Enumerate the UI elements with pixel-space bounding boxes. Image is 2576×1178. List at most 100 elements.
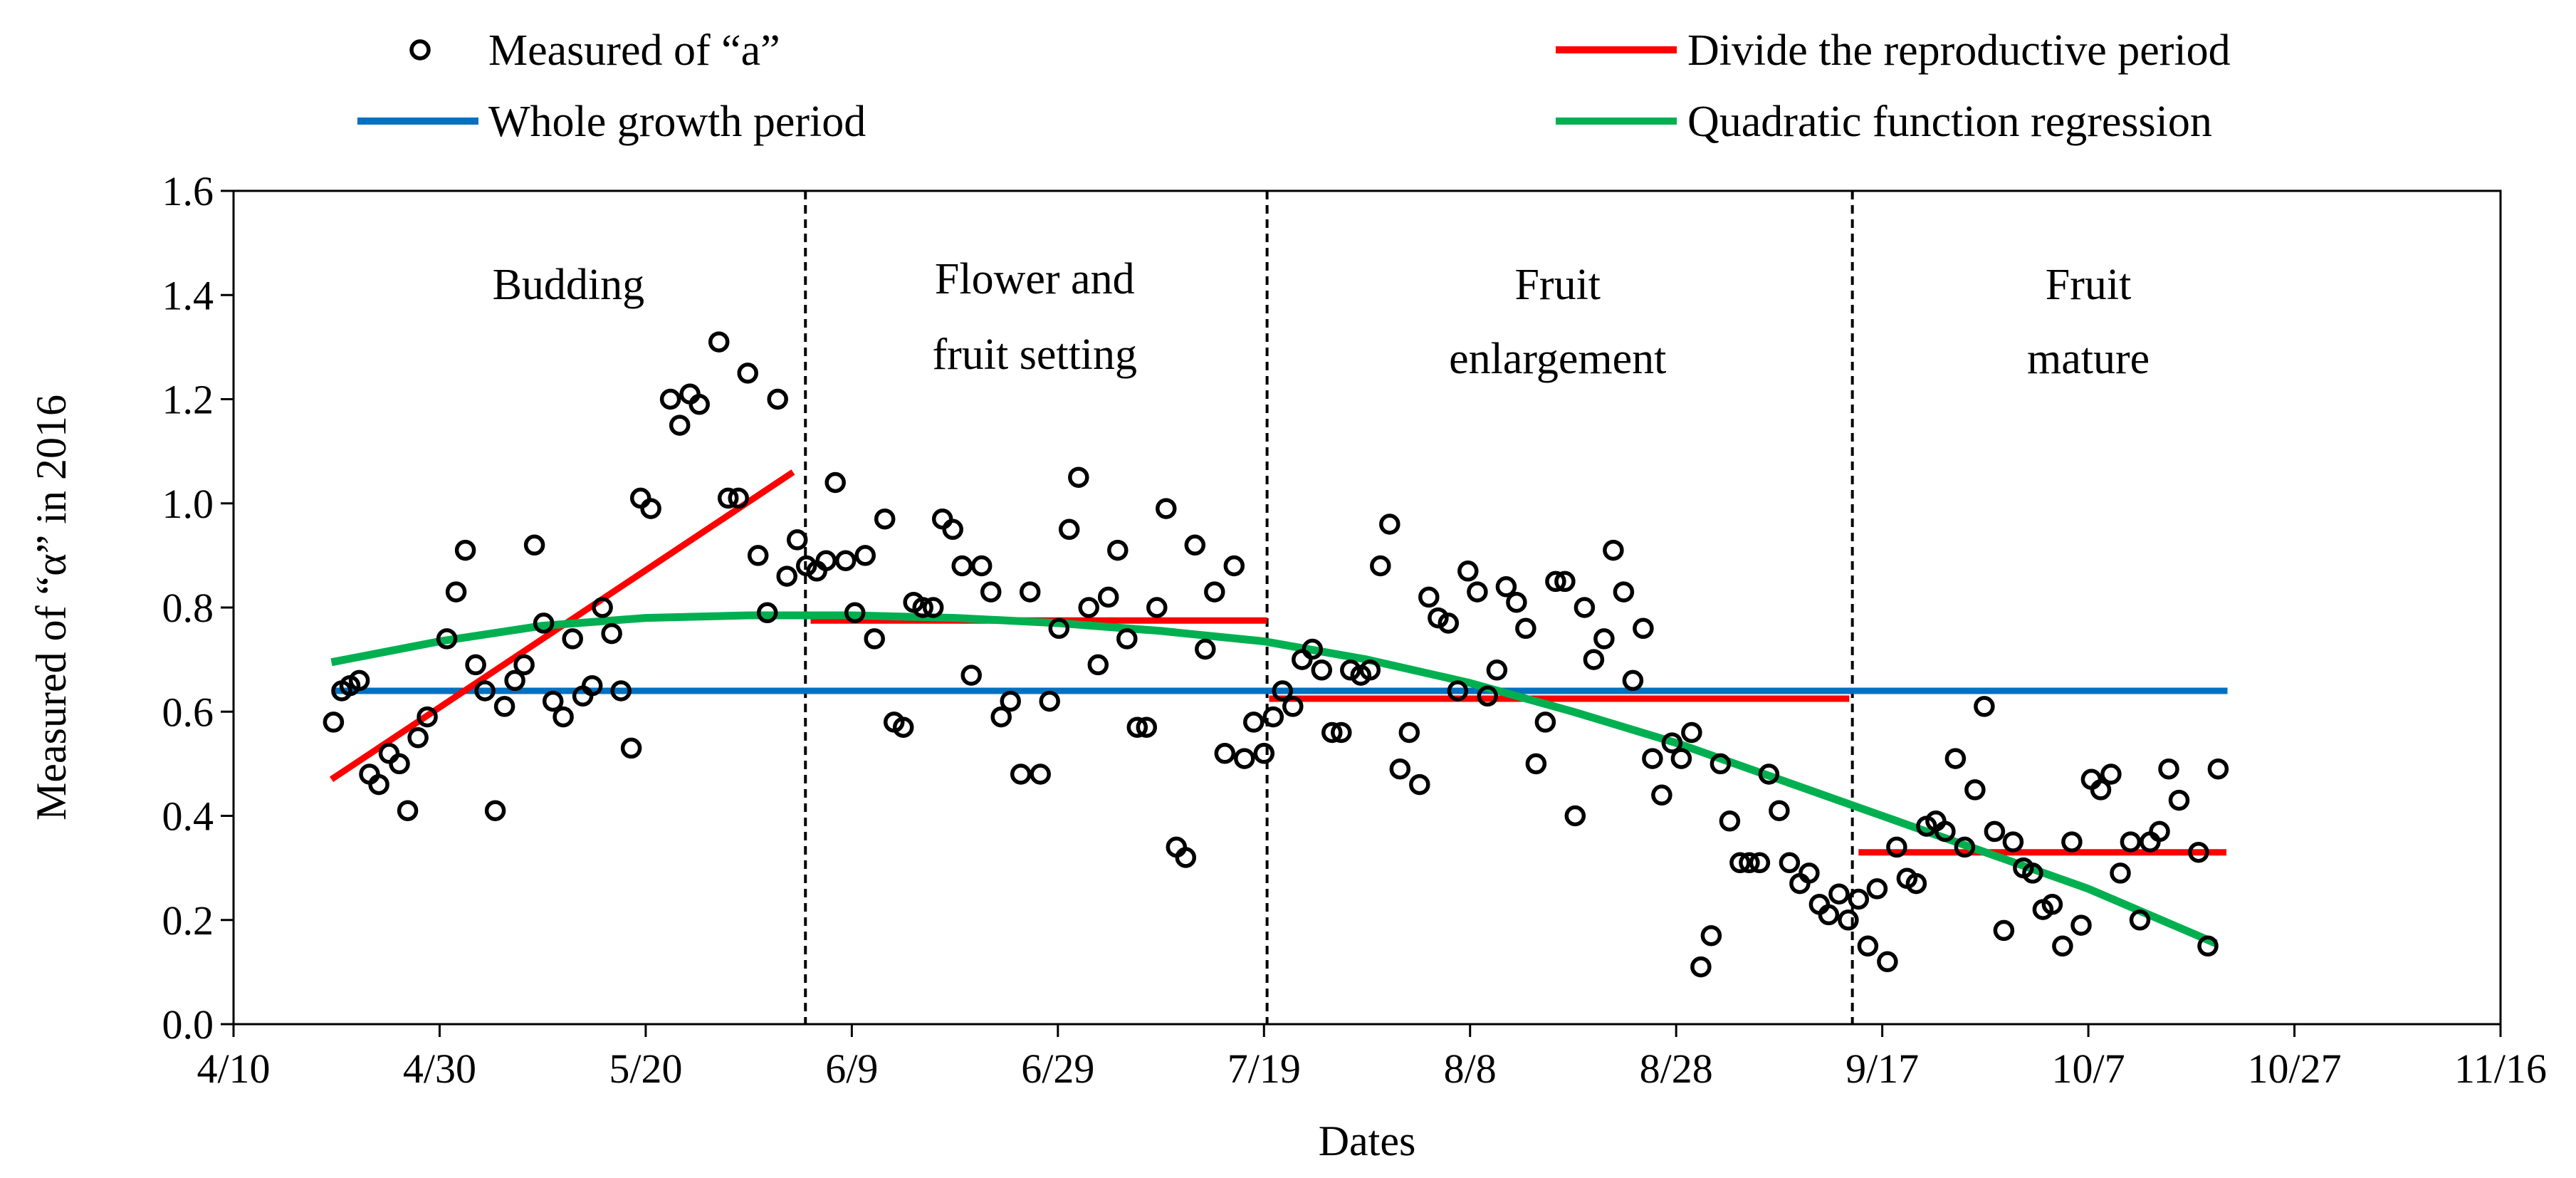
data-point [1545,570,1566,593]
data-point [1905,872,1927,895]
y-tick-label: 1.0 [162,481,214,527]
stage-label: Budding [493,261,645,309]
data-point [2120,831,2142,853]
data-point [1681,721,1702,744]
stage-label: mature [2027,335,2150,383]
data-point [1000,690,1021,712]
data-point [1495,576,1517,598]
data-point [1769,800,1790,821]
data-point [2110,862,2131,884]
x-tick-label: 7/19 [1227,1046,1301,1092]
data-point [1719,810,1741,832]
data-point [1184,534,1206,556]
series-lines [330,469,2228,947]
data-point [795,555,817,577]
data-point [368,773,389,796]
data-point [1302,638,1324,660]
stage-dividers [804,191,1854,1024]
data-point [776,565,797,587]
y-tick-label: 1.4 [162,272,214,318]
data-point [1253,743,1275,764]
data-point [844,602,866,624]
data-point [1223,555,1245,577]
data-point [2002,831,2024,853]
data-point [824,471,846,494]
stage-label: Fruit [1514,261,1601,309]
data-point [2070,914,2092,936]
legend: Measured of “a” Divide the reproductive p… [357,26,2231,146]
data-point [1749,852,1771,874]
data-point [1779,852,1801,874]
data-point [1409,773,1430,796]
data-point [1457,561,1479,582]
data-point [1195,638,1216,660]
data-point [2022,862,2043,884]
data-point [1486,660,1508,681]
data-point [786,529,808,551]
data-point [1828,883,1850,905]
data-point [815,550,837,571]
data-point [1739,852,1760,874]
data-point [1058,518,1080,541]
data-point [1838,909,1859,931]
data-point [1039,690,1060,712]
data-point [1661,732,1683,754]
data-point [1799,862,1820,884]
data-point [2129,909,2151,931]
data-point [1710,753,1732,775]
data-point [523,534,545,556]
data-point [942,518,963,541]
data-point [1030,763,1051,785]
data-point [1262,706,1284,728]
data-point [1467,581,1488,603]
data-point [717,487,739,509]
data-point [2100,763,2122,785]
data-point [2188,841,2209,863]
stage-label: fruit setting [932,330,1137,379]
data-point [737,363,758,384]
data-point [1848,888,1870,910]
x-tick-label: 11/16 [2454,1046,2547,1092]
data-point [2090,779,2112,801]
y-tick-label: 1.6 [162,168,214,214]
data-point [1700,924,1722,947]
data-point [1243,712,1265,733]
data-point [1954,836,1976,858]
data-point [1048,617,1070,640]
y-tick-label: 0.4 [162,793,214,840]
data-point [378,743,400,764]
data-point [1359,660,1381,681]
data-point [1613,581,1635,603]
x-axis: 4/10 4/30 5/20 6/9 6/29 7/19 8/8 8/28 9/17 10/7 10… [197,1024,2547,1092]
data-point [553,706,574,728]
data-point [1331,721,1352,744]
data-point [436,628,458,650]
x-tick-label: 8/8 [1444,1046,1497,1092]
data-point [2158,758,2179,780]
x-tick-label: 9/17 [1845,1046,1919,1092]
data-point [1554,570,1576,593]
data-point [728,487,749,509]
data-point [1622,669,1644,692]
data-point [493,696,515,717]
data-point [417,706,438,728]
x-tick-label: 4/30 [403,1046,476,1092]
y-axis: 0.0 0.2 0.4 0.6 0.8 1.0 1.2 1.4 1.6 [162,168,234,1048]
data-point [756,602,778,624]
data-point [1633,617,1654,640]
data-point [1964,779,1986,801]
data-point [1525,753,1547,775]
data-point [1993,919,2015,942]
data-point [1087,654,1109,676]
data-point [1370,555,1391,577]
stage-label: Fruit [2046,261,2132,309]
x-tick-label: 6/9 [825,1046,878,1092]
data-point [1974,696,1995,717]
data-point [504,669,525,692]
data-point [1282,696,1304,717]
data-point [1107,539,1129,561]
data-point [1818,904,1840,926]
x-tick-label: 10/27 [2247,1046,2341,1092]
data-point [513,654,535,676]
data-point [747,545,769,566]
